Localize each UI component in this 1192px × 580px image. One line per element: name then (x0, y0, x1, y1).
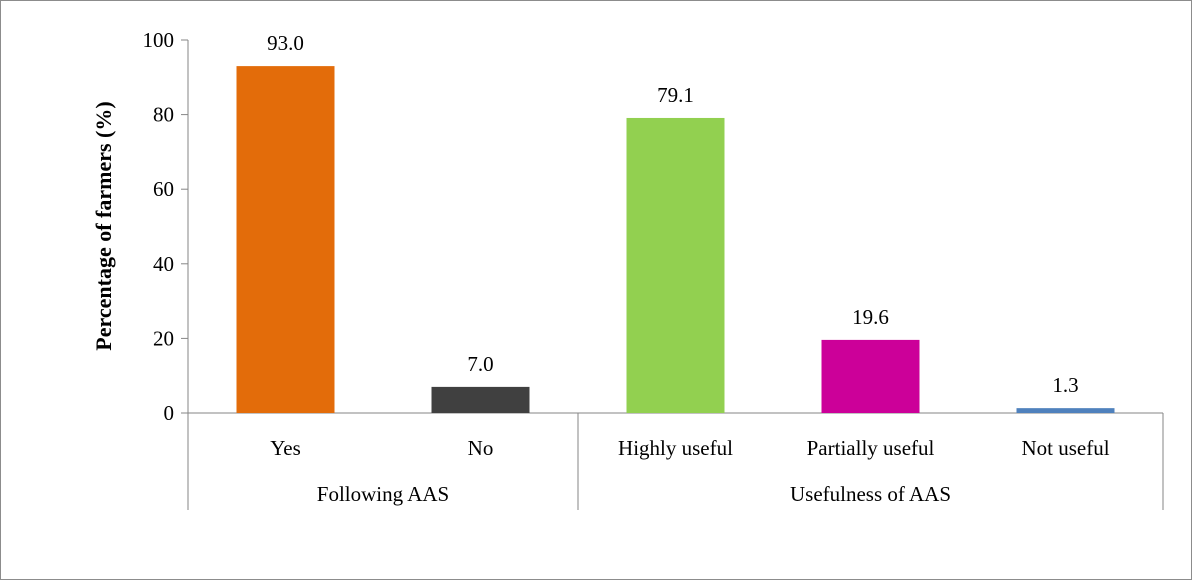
axes: 0 20 40 60 80 100 (143, 28, 1164, 510)
y-tick-label: 20 (153, 326, 174, 350)
category-label: Highly useful (618, 436, 733, 460)
category-label: Partially useful (807, 436, 935, 460)
bar (236, 66, 335, 414)
bar (626, 117, 725, 413)
y-axis-label: Percentage of farmers (%) (91, 101, 116, 350)
category-label: Yes (270, 436, 301, 460)
bar (821, 339, 920, 413)
data-label: 7.0 (467, 352, 493, 376)
group-label: Following AAS (317, 482, 449, 506)
data-label: 93.0 (267, 31, 304, 55)
bar (431, 386, 530, 413)
category-label: No (468, 436, 494, 460)
data-label: 79.1 (657, 83, 694, 107)
y-tick-label: 100 (143, 28, 175, 52)
y-tick-label: 60 (153, 177, 174, 201)
y-tick-label: 0 (164, 401, 175, 425)
group-label: Usefulness of AAS (790, 482, 951, 506)
data-label: 19.6 (852, 305, 889, 329)
data-label: 1.3 (1052, 373, 1078, 397)
category-label: Not useful (1021, 436, 1109, 460)
bars (236, 66, 1115, 414)
y-tick-label: 80 (153, 103, 174, 127)
y-tick-label: 40 (153, 252, 174, 276)
labels: Following AAS Usefulness of AAS 93.0 Yes 7.0… (267, 31, 1110, 506)
bar (1016, 408, 1115, 413)
